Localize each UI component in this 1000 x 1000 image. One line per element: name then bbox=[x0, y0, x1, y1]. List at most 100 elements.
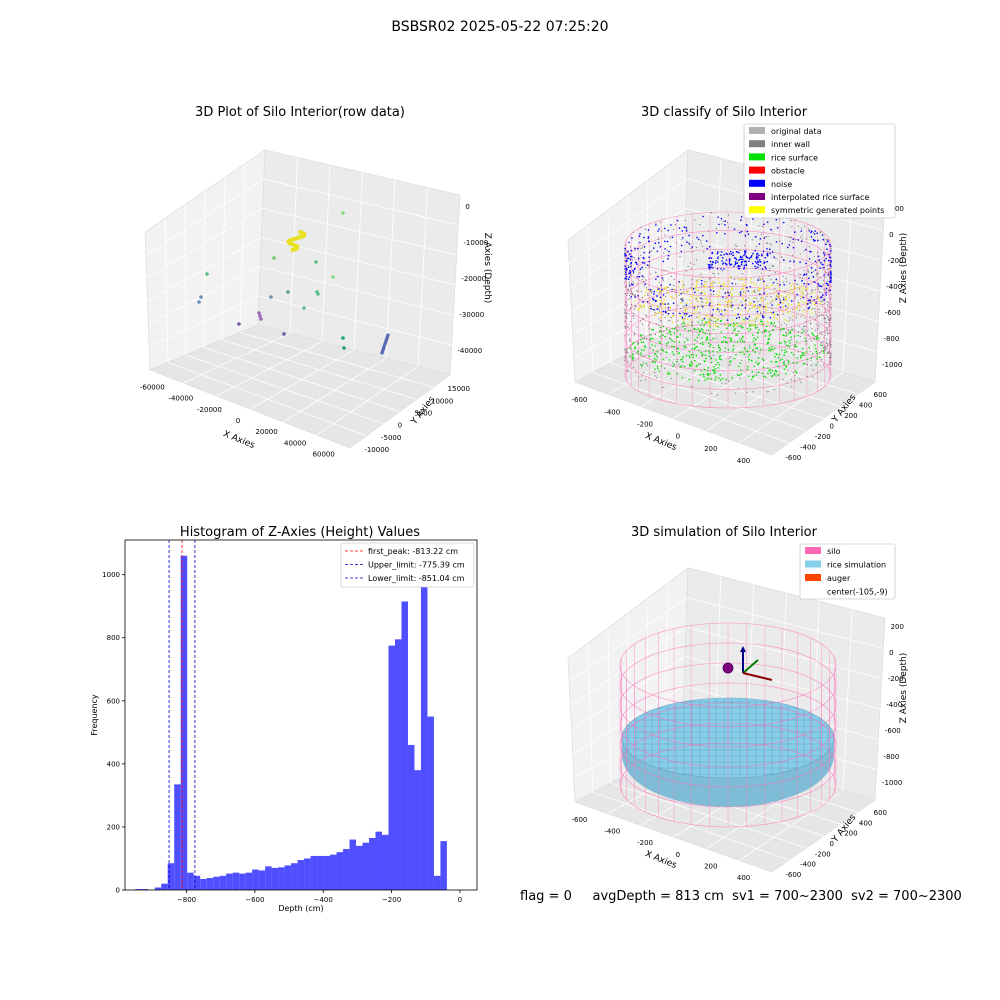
symmetric-point bbox=[794, 287, 796, 290]
noise-point bbox=[822, 252, 825, 254]
inner-wall-point bbox=[828, 272, 830, 274]
noise-point bbox=[720, 217, 723, 220]
panel3-frame bbox=[124, 539, 478, 891]
inner-wall-point bbox=[632, 292, 634, 294]
rice-surface-point bbox=[717, 344, 720, 347]
noise-point bbox=[656, 250, 659, 253]
symmetric-point bbox=[743, 300, 746, 302]
inner-wall-point bbox=[735, 283, 737, 285]
symmetric-point bbox=[644, 294, 646, 297]
noise-point bbox=[733, 228, 736, 230]
inner-wall-point bbox=[743, 245, 746, 247]
rice-surface-point bbox=[714, 320, 717, 323]
rice-surface-point bbox=[691, 362, 694, 365]
noise-point bbox=[659, 246, 662, 248]
inner-wall-point bbox=[770, 279, 772, 281]
symmetric-point bbox=[705, 286, 707, 288]
inner-wall-point bbox=[669, 237, 671, 239]
noise-point bbox=[766, 252, 769, 255]
noise-point bbox=[700, 292, 702, 295]
inner-wall-point bbox=[662, 313, 664, 316]
symmetric-point bbox=[777, 285, 779, 287]
symmetric-point bbox=[787, 304, 789, 307]
panel3-ylabel: Frequency bbox=[90, 694, 99, 736]
inner-wall-point bbox=[797, 301, 800, 303]
noise-point bbox=[743, 260, 746, 263]
rice-surface-point bbox=[785, 372, 787, 375]
inner-wall-point bbox=[804, 329, 806, 331]
noise-point bbox=[779, 302, 782, 304]
noise-point bbox=[692, 288, 695, 290]
inner-wall-point bbox=[722, 220, 724, 222]
inner-wall-point bbox=[812, 308, 814, 310]
symmetric-point bbox=[730, 303, 732, 305]
rice-surface-point bbox=[753, 365, 755, 368]
inner-wall-point bbox=[830, 332, 832, 334]
histogram-bar bbox=[245, 872, 253, 890]
inner-wall-point bbox=[784, 343, 786, 345]
noise-point bbox=[625, 269, 628, 271]
rice-surface-point bbox=[669, 331, 671, 334]
rice-surface-point bbox=[719, 349, 721, 352]
inner-wall-point bbox=[710, 293, 712, 296]
symmetric-point bbox=[759, 278, 762, 280]
noise-point bbox=[757, 261, 759, 264]
inner-wall-point bbox=[628, 281, 630, 283]
inner-wall-point bbox=[701, 355, 703, 357]
inner-wall-point bbox=[627, 352, 629, 354]
symmetric-point bbox=[718, 304, 721, 306]
inner-wall-point bbox=[739, 337, 741, 340]
inner-wall-point bbox=[657, 238, 659, 241]
z-tick-label: -200 bbox=[888, 675, 904, 683]
inner-wall-point bbox=[628, 340, 631, 342]
inner-wall-point bbox=[768, 270, 771, 272]
rice-surface-point bbox=[804, 337, 806, 340]
symmetric-point bbox=[695, 284, 698, 287]
inner-wall-point bbox=[712, 282, 714, 284]
rice-surface-point bbox=[718, 346, 721, 349]
rice-surface-point bbox=[789, 342, 791, 344]
noise-point bbox=[715, 259, 717, 262]
rice-surface-point bbox=[732, 348, 735, 350]
noise-point bbox=[823, 298, 826, 301]
symmetric-point bbox=[755, 315, 757, 318]
inner-wall-point bbox=[829, 339, 832, 342]
y-tick-label: 0 bbox=[830, 423, 834, 431]
rice-surface-point bbox=[747, 355, 750, 358]
noise-point bbox=[626, 257, 629, 260]
symmetric-point bbox=[780, 294, 782, 297]
inner-wall-point bbox=[624, 260, 626, 262]
y-tick-label: -5000 bbox=[381, 434, 401, 442]
symmetric-point bbox=[739, 304, 741, 307]
rice-surface-point bbox=[719, 348, 722, 350]
symmetric-point bbox=[811, 303, 814, 305]
symmetric-point bbox=[795, 307, 798, 309]
inner-wall-point bbox=[826, 264, 828, 267]
inner-wall-point bbox=[647, 293, 649, 295]
noise-point bbox=[630, 261, 633, 264]
inner-wall-point bbox=[627, 370, 629, 373]
symmetric-point bbox=[637, 308, 640, 311]
noise-point bbox=[829, 245, 832, 247]
symmetric-point bbox=[706, 301, 708, 304]
inner-wall-point bbox=[634, 304, 636, 307]
symmetric-point bbox=[811, 311, 814, 314]
inner-wall-point bbox=[714, 282, 716, 284]
inner-wall-point bbox=[662, 279, 664, 281]
inner-wall-point bbox=[814, 289, 816, 291]
legend-label: obstacle bbox=[771, 167, 805, 176]
inner-wall-point bbox=[769, 243, 771, 245]
inner-wall-point bbox=[684, 324, 686, 327]
noise-point bbox=[686, 241, 688, 243]
noise-point bbox=[752, 218, 754, 220]
noise-point bbox=[667, 258, 669, 260]
noise-point bbox=[830, 281, 832, 283]
rice-surface-point bbox=[739, 351, 742, 354]
noise-point bbox=[828, 280, 831, 283]
inner-wall-point bbox=[828, 323, 830, 326]
symmetric-point bbox=[800, 295, 803, 298]
symmetric-point bbox=[703, 285, 706, 288]
raw-point bbox=[342, 346, 346, 350]
noise-point bbox=[800, 240, 803, 243]
rice-surface-point bbox=[778, 353, 781, 355]
